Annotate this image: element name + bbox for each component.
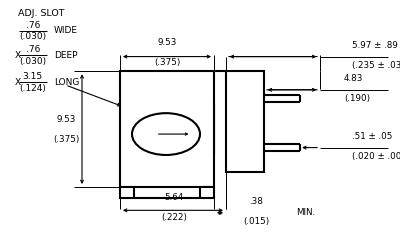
Text: (.375): (.375) [154, 58, 180, 67]
Text: 3.15: 3.15 [23, 72, 43, 81]
Text: .76: .76 [26, 21, 40, 30]
Text: (.190): (.190) [344, 94, 370, 103]
Text: 5.97 ± .89: 5.97 ± .89 [352, 41, 398, 50]
Text: .76: .76 [26, 45, 40, 54]
Text: (.124): (.124) [19, 84, 46, 92]
Text: (.030): (.030) [19, 32, 46, 41]
Bar [120, 71, 214, 187]
Text: ADJ. SLOT: ADJ. SLOT [18, 9, 64, 18]
Text: 9.53: 9.53 [158, 38, 177, 47]
Text: DEEP: DEEP [54, 51, 78, 60]
Bar [200, 187, 214, 198]
Text: (.375): (.375) [53, 135, 79, 144]
Text: .38: .38 [249, 197, 263, 206]
Text: 5.64: 5.64 [164, 193, 184, 202]
Text: LONG: LONG [54, 78, 79, 87]
Text: WIDE: WIDE [54, 26, 78, 35]
Bar [226, 71, 264, 172]
Text: .51 ± .05: .51 ± .05 [352, 132, 392, 141]
Text: (.015): (.015) [243, 217, 269, 226]
Text: X: X [15, 51, 21, 60]
Text: (.020 ± .002): (.020 ± .002) [352, 152, 400, 161]
Text: X: X [15, 78, 21, 87]
Text: (.222): (.222) [161, 213, 187, 222]
Circle shape [132, 113, 200, 155]
Text: (.030): (.030) [19, 57, 46, 65]
Text: (.235 ± .035): (.235 ± .035) [352, 61, 400, 70]
Text: MIN.: MIN. [296, 208, 315, 217]
Bar [120, 187, 134, 198]
Text: 4.83: 4.83 [344, 74, 363, 83]
Text: 9.53: 9.53 [56, 115, 76, 124]
